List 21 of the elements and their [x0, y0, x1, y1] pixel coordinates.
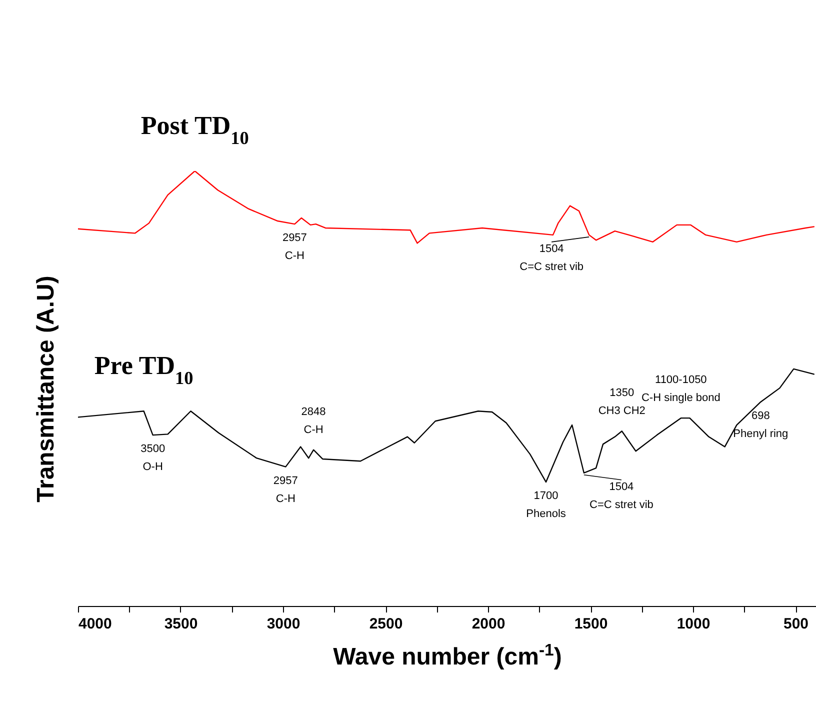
annotation: 3500 O-H: [140, 443, 166, 474]
x-axis-title: Wave number (cm$^{-1}$): [333, 640, 562, 670]
annotation: 1504 C=C stret vib: [520, 242, 584, 273]
x-tick-label: 500: [783, 616, 809, 632]
annotation: 2957 C-H: [282, 232, 307, 262]
y-axis-title: Transmittance (A.U): [32, 276, 60, 502]
annotation: 2957 C-H: [273, 474, 298, 505]
x-tick-label: 3000: [266, 616, 300, 632]
x-tick-label: 2500: [369, 616, 403, 632]
annotation: 1504 C=C stret vib: [589, 480, 654, 511]
series-label: Pre TD$_{10}$: [94, 351, 194, 388]
annotation: 698 Phenyl ring: [733, 410, 788, 440]
x-tick-label: 1000: [676, 616, 710, 632]
annotation: 1100-1050 C-H single bond: [641, 374, 720, 404]
x-tick-label: 4000: [78, 616, 112, 632]
x-tick-label: 2000: [472, 616, 506, 632]
annotation: 2848 C-H: [301, 406, 326, 436]
series-label: Post TD$_{10}$: [140, 111, 249, 148]
x-tick-label: 1500: [574, 616, 608, 632]
annotation: 1700 Phenols: [526, 490, 566, 520]
x-tick-label: 3500: [164, 616, 198, 632]
